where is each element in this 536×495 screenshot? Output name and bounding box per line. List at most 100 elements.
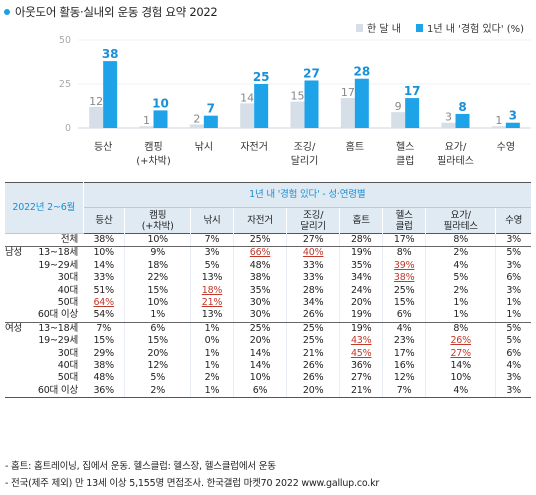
table-cell: 10% [83, 246, 126, 260]
data-label-month: 15 [291, 90, 305, 103]
table-cell: 19% [339, 322, 384, 336]
table-cell: 66% [233, 246, 288, 260]
table-cell: 38% [382, 272, 427, 285]
x-tick-label: (+차박) [136, 155, 171, 167]
footnotes: - 홈트: 홈트레이닝, 집에서 운동. 헬스클럽: 헬스장, 헬스클럽에서 운… [5, 458, 379, 492]
footnote-1: - 홈트: 홈트레이닝, 집에서 운동. 헬스클럽: 헬스장, 헬스클럽에서 운… [5, 461, 276, 472]
table-row: 60대 이상 36% 2% 1% 6% 20% 21% 7% 4% 3% [5, 384, 531, 399]
table-cell: 3% [495, 384, 531, 399]
table-cell: 2% [124, 384, 192, 399]
table-cell: 36% [339, 360, 384, 373]
table-row: 남성 13~18세 10% 9% 3% 66% 40% 19% 8% 2% 5% [5, 246, 531, 260]
table-column-header: 자전거 [233, 207, 288, 234]
row-label: 30대 [5, 272, 83, 284]
table-cell: 51% [83, 284, 126, 298]
x-tick-label: 홈트 [346, 140, 364, 153]
bar-year [103, 61, 118, 129]
table-cell: 1% [190, 360, 234, 373]
row-label: 60대 이상 [5, 309, 83, 323]
table-cell: 48% [83, 372, 126, 385]
table-cell: 27% [339, 372, 384, 385]
y-tick-label: 25 [59, 79, 71, 90]
bar-year [304, 80, 319, 128]
table-cell: 64% [83, 297, 126, 310]
table-cell: 10% [425, 372, 497, 385]
x-tick-label: 필라테스 [437, 155, 474, 167]
table-row: 19~29세 15% 15% 0% 20% 25% 43% 23% 26% 5% [5, 335, 531, 348]
bar-month [240, 103, 255, 128]
bar-month [189, 124, 204, 128]
row-label-text: 19~29세 [38, 335, 78, 347]
table-cell: 7% [190, 233, 234, 248]
row-label: 남성 13~18세 [5, 247, 83, 260]
table-cell: 2% [425, 246, 497, 260]
table-cell: 4% [382, 322, 427, 336]
table-cell: 7% [382, 384, 427, 399]
table-cell: 1% [124, 309, 192, 323]
row-label-text: 전체 [60, 234, 78, 245]
bar-month [491, 126, 506, 128]
table-row: 19~29세 14% 18% 5% 48% 33% 35% 39% 4% 3% [5, 259, 531, 273]
table-cell: 26% [425, 335, 497, 348]
row-label-text: 13~18세 [38, 247, 78, 259]
table-cell: 6% [506, 347, 521, 359]
data-label-year: 7 [207, 102, 215, 116]
bar-year [354, 78, 369, 128]
table-column-header: 낚시 [190, 207, 234, 234]
table-cell: 24% [339, 284, 384, 298]
table-cell: 54% [83, 309, 126, 323]
row-label-text: 30대 [57, 347, 78, 359]
data-label-month: 14 [240, 91, 254, 104]
table-cell: 43% [339, 335, 384, 348]
table-cell: 21% [286, 347, 341, 361]
table-cell: 28% [339, 233, 384, 248]
bar-year [405, 98, 420, 128]
x-tick-label: 요가/ [445, 141, 467, 153]
bar-year [455, 113, 470, 128]
row-label: 19~29세 [5, 260, 83, 272]
table-cell: 13% [190, 272, 234, 285]
table-cell: 1% [506, 297, 521, 309]
table-year-header: 2022년 2~6월 [5, 182, 84, 234]
table-cell: 7% [83, 322, 126, 336]
table-row: 50대 64% 10% 21% 30% 34% 20% 15% 1% 1% [5, 297, 531, 310]
x-tick-label: 자전거 [240, 141, 268, 153]
data-table: 2022년 2~6월 1년 내 '경험 있다' - 성·연령별 등산 캠핑 (+차박) 낚… [5, 182, 531, 399]
table-column-header: 홈트 [339, 207, 384, 234]
row-label: 50대 [5, 372, 83, 384]
table-cell: 15% [124, 284, 192, 298]
table-cell: 5% [506, 247, 521, 259]
table-column-header: 조깅/달리기 [286, 207, 341, 234]
legend-label-year: 1년 내 '경험 있다' (%) [427, 22, 524, 35]
table-cell: 5% [506, 335, 521, 347]
y-tick-label: 50 [59, 35, 71, 46]
table-cell: 23% [382, 335, 427, 348]
legend-swatch-year [416, 24, 423, 32]
table-cell: 2% [425, 284, 497, 298]
legend-label-month: 한 달 내 [367, 23, 401, 35]
table-cell: 33% [83, 272, 126, 285]
row-label-text: 30대 [57, 272, 78, 284]
table-cell: 14% [83, 259, 126, 273]
bar-month [391, 112, 406, 128]
table-cell: 34% [339, 272, 384, 285]
x-tick-label: 캠핑 [144, 141, 162, 153]
bar-year [203, 115, 218, 128]
table-cell: 5% [190, 259, 234, 273]
table-row: 50대 48% 5% 2% 10% 26% 27% 12% 10% 3% [5, 372, 531, 385]
table-cell: 38% [83, 360, 126, 373]
table-cell: 29% [83, 347, 126, 361]
chart-title: 아웃도어 활동·실내외 운동 경험 요약 2022 [15, 5, 218, 19]
table-cell: 4% [425, 384, 497, 399]
table-cell: 35% [233, 284, 288, 298]
table-cell: 10% [233, 372, 288, 385]
legend-swatch-month [356, 24, 363, 32]
row-label-text: 50대 [57, 372, 78, 384]
table-cell: 27% [425, 347, 497, 361]
data-label-year: 10 [152, 96, 169, 110]
row-group-label: 여성 [5, 322, 23, 334]
y-tick-label: 0 [65, 123, 71, 134]
table-cell: 4% [425, 259, 497, 273]
table-cell: 15% [382, 297, 427, 310]
